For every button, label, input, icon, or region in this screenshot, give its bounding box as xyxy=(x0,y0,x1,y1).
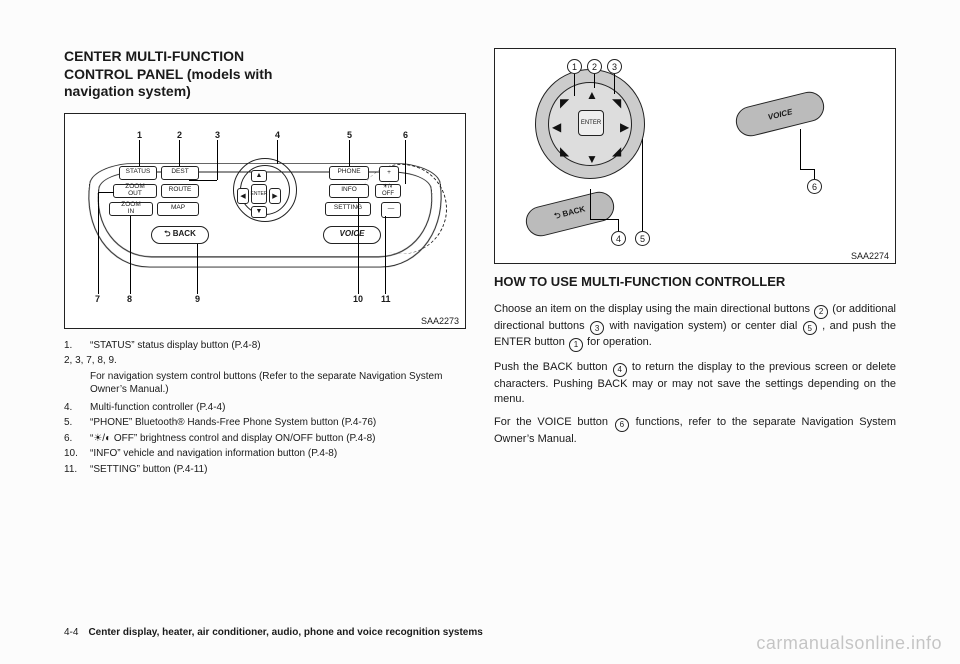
ref-1: 1 xyxy=(569,338,583,352)
setting-button: SETTING xyxy=(325,202,371,216)
section-heading: CENTER MULTI-FUNCTION CONTROL PANEL (mod… xyxy=(64,48,466,101)
ref-6: 6 xyxy=(615,418,629,432)
dpad-up: ▲ xyxy=(251,170,267,182)
callout-8: 8 xyxy=(127,294,132,304)
ref-5: 5 xyxy=(803,321,817,335)
minus-button: — xyxy=(381,202,401,218)
figure-control-panel: STATUS DEST ZOOM OUT ROUTE ZOOM IN MAP ⮌… xyxy=(64,113,466,329)
enter-hub: ENTER xyxy=(578,110,604,136)
callout-7: 7 xyxy=(95,294,100,304)
label-1: 1 xyxy=(567,59,582,74)
figure-id-1: SAA2273 xyxy=(421,316,459,326)
body-text: Choose an item on the display using the … xyxy=(494,302,896,447)
callout-1: 1 xyxy=(137,130,142,140)
dpad-left: ◀ xyxy=(237,188,249,204)
phone-button: PHONE xyxy=(329,166,369,180)
label-2: 2 xyxy=(587,59,602,74)
callout-2: 2 xyxy=(177,130,182,140)
back-button: ⮌ BACK xyxy=(151,226,209,244)
dpad-right: ▶ xyxy=(269,188,281,204)
brightness-button: ☀/◐ OFF xyxy=(375,184,401,198)
status-button: STATUS xyxy=(119,166,157,180)
ref-3: 3 xyxy=(590,321,604,335)
enter-button: ENTER xyxy=(251,184,267,204)
figure-legend: 1.“STATUS” status display button (P.4-8)… xyxy=(64,339,466,477)
label-4: 4 xyxy=(611,231,626,246)
route-button: ROUTE xyxy=(161,184,199,198)
dest-button: DEST xyxy=(161,166,199,180)
label-3: 3 xyxy=(607,59,622,74)
callout-5: 5 xyxy=(347,130,352,140)
zoom-out-button: ZOOM OUT xyxy=(113,184,157,198)
plus-button: + xyxy=(379,166,399,182)
controller-dial: ENTER ▲▼ ▶◀ ◥◤ ◢◣ xyxy=(535,69,645,179)
map-button: MAP xyxy=(157,202,199,216)
back-pill: ⮌ BACK xyxy=(523,189,618,240)
figure-controller: ENTER ▲▼ ▶◀ ◥◤ ◢◣ ⮌ BACK VOICE 1 2 3 4 5… xyxy=(494,48,896,264)
callout-10: 10 xyxy=(353,294,363,304)
ref-2: 2 xyxy=(814,305,828,319)
page-footer: 4-4Center display, heater, air condition… xyxy=(64,627,483,638)
ref-4: 4 xyxy=(613,363,627,377)
voice-pill: VOICE xyxy=(733,89,828,140)
label-6: 6 xyxy=(807,179,822,194)
watermark: carmanualsonline.info xyxy=(756,633,942,654)
callout-4: 4 xyxy=(275,130,280,140)
dpad-down: ▼ xyxy=(251,206,267,218)
subsection-heading: HOW TO USE MULTI-FUNCTION CONTROLLER xyxy=(494,274,896,290)
figure-id-2: SAA2274 xyxy=(851,251,889,261)
callout-9: 9 xyxy=(195,294,200,304)
label-5: 5 xyxy=(635,231,650,246)
callout-11: 11 xyxy=(381,294,391,304)
callout-3: 3 xyxy=(215,130,220,140)
zoom-in-button: ZOOM IN xyxy=(109,202,153,216)
callout-6: 6 xyxy=(403,130,408,140)
info-button: INFO xyxy=(329,184,369,198)
voice-button: VOICE xyxy=(323,226,381,244)
